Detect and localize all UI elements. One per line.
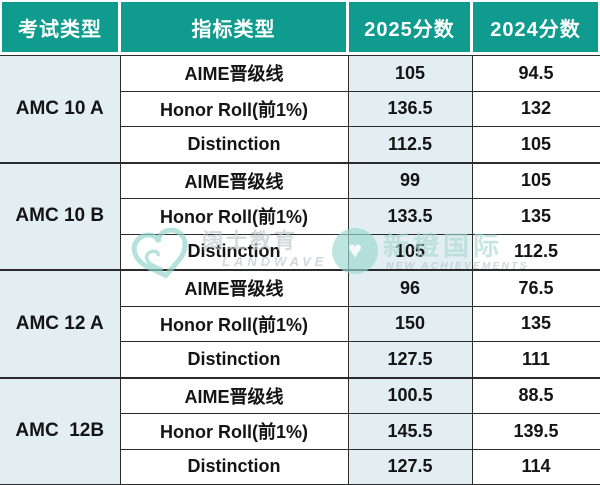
score-2025-cell: 96 <box>347 269 473 307</box>
table-row: Distinction 127.5 111 <box>0 341 600 378</box>
metric-cell: AIME晋级线 <box>119 269 349 307</box>
exam-type-cell: AMC 12 A <box>0 269 121 378</box>
scores-table: AMC 10 A AIME晋级线 105 94.5 Honor Roll(前1%… <box>0 55 600 485</box>
score-2024-cell: 105 <box>471 126 600 163</box>
table-row: AMC 12 A AIME晋级线 96 76.5 <box>0 269 600 378</box>
table-row: Honor Roll(前1%) 136.5 132 <box>0 90 600 127</box>
table-header-row: 考试类型 指标类型 2025分数 2024分数 <box>0 0 600 55</box>
metric-cell: Honor Roll(前1%) <box>119 90 349 127</box>
score-2025-cell: 127.5 <box>347 448 473 485</box>
exam-type-cell: AMC 12B <box>0 376 121 485</box>
score-2024-cell: 105 <box>471 161 600 199</box>
score-2025-cell: 150 <box>347 305 473 342</box>
score-2024-cell: 76.5 <box>471 269 600 307</box>
metric-cell: Distinction <box>119 233 349 271</box>
score-2024-cell: 112.5 <box>471 233 600 271</box>
table-row: Honor Roll(前1%) 145.5 139.5 <box>0 413 600 450</box>
score-2025-cell: 145.5 <box>347 413 473 450</box>
score-2024-cell: 111 <box>471 341 600 378</box>
metric-cell: Honor Roll(前1%) <box>119 305 349 342</box>
exam-type-cell: AMC 10 B <box>0 161 121 271</box>
score-2024-cell: 139.5 <box>471 413 600 450</box>
score-2024-cell: 132 <box>471 90 600 127</box>
table-row: AMC 12B AIME晋级线 100.5 88.5 <box>0 376 600 485</box>
score-2025-cell: 112.5 <box>347 126 473 163</box>
metric-cell: AIME晋级线 <box>119 376 349 414</box>
metric-cell: Distinction <box>119 341 349 378</box>
score-2024-cell: 135 <box>471 305 600 342</box>
score-2025-cell: 99 <box>347 161 473 199</box>
header-2025-score: 2025分数 <box>349 2 470 52</box>
score-2025-cell: 100.5 <box>347 376 473 414</box>
metric-cell: AIME晋级线 <box>119 161 349 199</box>
table-row: Honor Roll(前1%) 150 135 <box>0 305 600 342</box>
score-2024-cell: 88.5 <box>471 376 600 414</box>
exam-type-cell: AMC 10 A <box>0 55 121 163</box>
score-2025-cell: 105 <box>347 55 473 92</box>
metric-cell: Honor Roll(前1%) <box>119 198 349 235</box>
score-2024-cell: 114 <box>471 448 600 485</box>
score-2025-cell: 136.5 <box>347 90 473 127</box>
header-metric-type: 指标类型 <box>121 2 346 52</box>
table-row: AMC 10 B AIME晋级线 99 105 <box>0 161 600 271</box>
metric-cell: Honor Roll(前1%) <box>119 413 349 450</box>
score-2025-cell: 105 <box>347 233 473 271</box>
metric-cell: AIME晋级线 <box>119 55 349 92</box>
score-2025-cell: 127.5 <box>347 341 473 378</box>
score-2025-cell: 133.5 <box>347 198 473 235</box>
score-2024-cell: 135 <box>471 198 600 235</box>
header-exam-type: 考试类型 <box>2 2 118 52</box>
score-2024-cell: 94.5 <box>471 55 600 92</box>
table-row: Honor Roll(前1%) 133.5 135 <box>0 198 600 235</box>
header-2024-score: 2024分数 <box>473 2 598 52</box>
table-row: AMC 10 A AIME晋级线 105 94.5 <box>0 55 600 163</box>
metric-cell: Distinction <box>119 126 349 163</box>
metric-cell: Distinction <box>119 448 349 485</box>
